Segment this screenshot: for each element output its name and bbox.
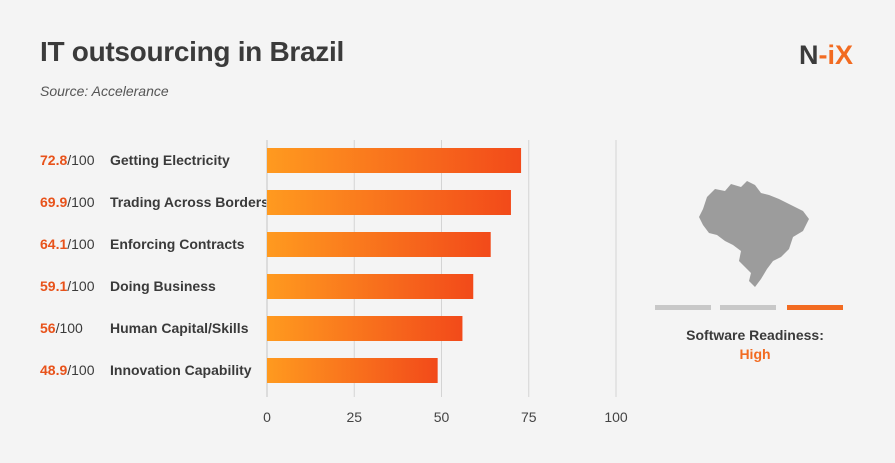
bar-trading-across-borders — [267, 190, 511, 215]
x-tick-label: 75 — [521, 409, 537, 425]
category-label: Trading Across Borders — [110, 194, 269, 210]
x-tick-label: 100 — [604, 409, 628, 425]
category-label: Innovation Capability — [110, 362, 252, 378]
x-tick-label: 50 — [434, 409, 450, 425]
category-label: Doing Business — [110, 278, 216, 294]
bar-innovation-capability — [267, 358, 438, 383]
readiness-value: High — [739, 346, 771, 362]
n-ix-logo: N-iX — [799, 40, 853, 71]
source-caption: Source: Accelerance — [40, 83, 169, 99]
score-max: /100 — [67, 236, 95, 252]
score-value: 59.1 — [40, 278, 68, 294]
score-max: /100 — [67, 194, 95, 210]
readiness-label: Software Readiness: — [686, 327, 824, 343]
score-max: /100 — [67, 362, 95, 378]
bar-human-capital-skills — [267, 316, 463, 341]
page-title: IT outsourcing in Brazil — [40, 36, 344, 67]
row-label: 56/100 Human Capital/Skills — [40, 319, 248, 337]
row-label: 72.8/100 Getting Electricity — [40, 151, 230, 169]
score-value: 48.9 — [40, 362, 68, 378]
readiness-segment-3 — [787, 305, 843, 310]
category-label: Getting Electricity — [110, 152, 230, 168]
category-label: Human Capital/Skills — [110, 320, 249, 336]
score-max: /100 — [67, 278, 95, 294]
logo-main: N — [798, 40, 819, 70]
bar-getting-electricity — [267, 148, 522, 173]
logo-accent: -iX — [818, 40, 853, 70]
score-max: /100 — [67, 152, 95, 168]
score-max: /100 — [55, 320, 83, 336]
score-value: 69.9 — [40, 194, 68, 210]
score-value: 56 — [40, 320, 56, 336]
row-label: 69.9/100 Trading Across Borders — [40, 193, 269, 211]
row-label: 59.1/100 Doing Business — [40, 277, 216, 295]
bar-doing-business — [267, 274, 474, 299]
brazil-map-icon — [695, 175, 815, 290]
bar-enforcing-contracts — [267, 232, 491, 257]
row-label: 48.9/100 Innovation Capability — [40, 361, 252, 379]
x-tick-label: 0 — [263, 409, 271, 425]
readiness-segment-2 — [720, 305, 776, 310]
x-tick-label: 25 — [346, 409, 362, 425]
row-label: 64.1/100 Enforcing Contracts — [40, 235, 245, 253]
readiness-segment-1 — [655, 305, 711, 310]
score-value: 72.8 — [40, 152, 68, 168]
category-label: Enforcing Contracts — [110, 236, 245, 252]
score-value: 64.1 — [40, 236, 68, 252]
